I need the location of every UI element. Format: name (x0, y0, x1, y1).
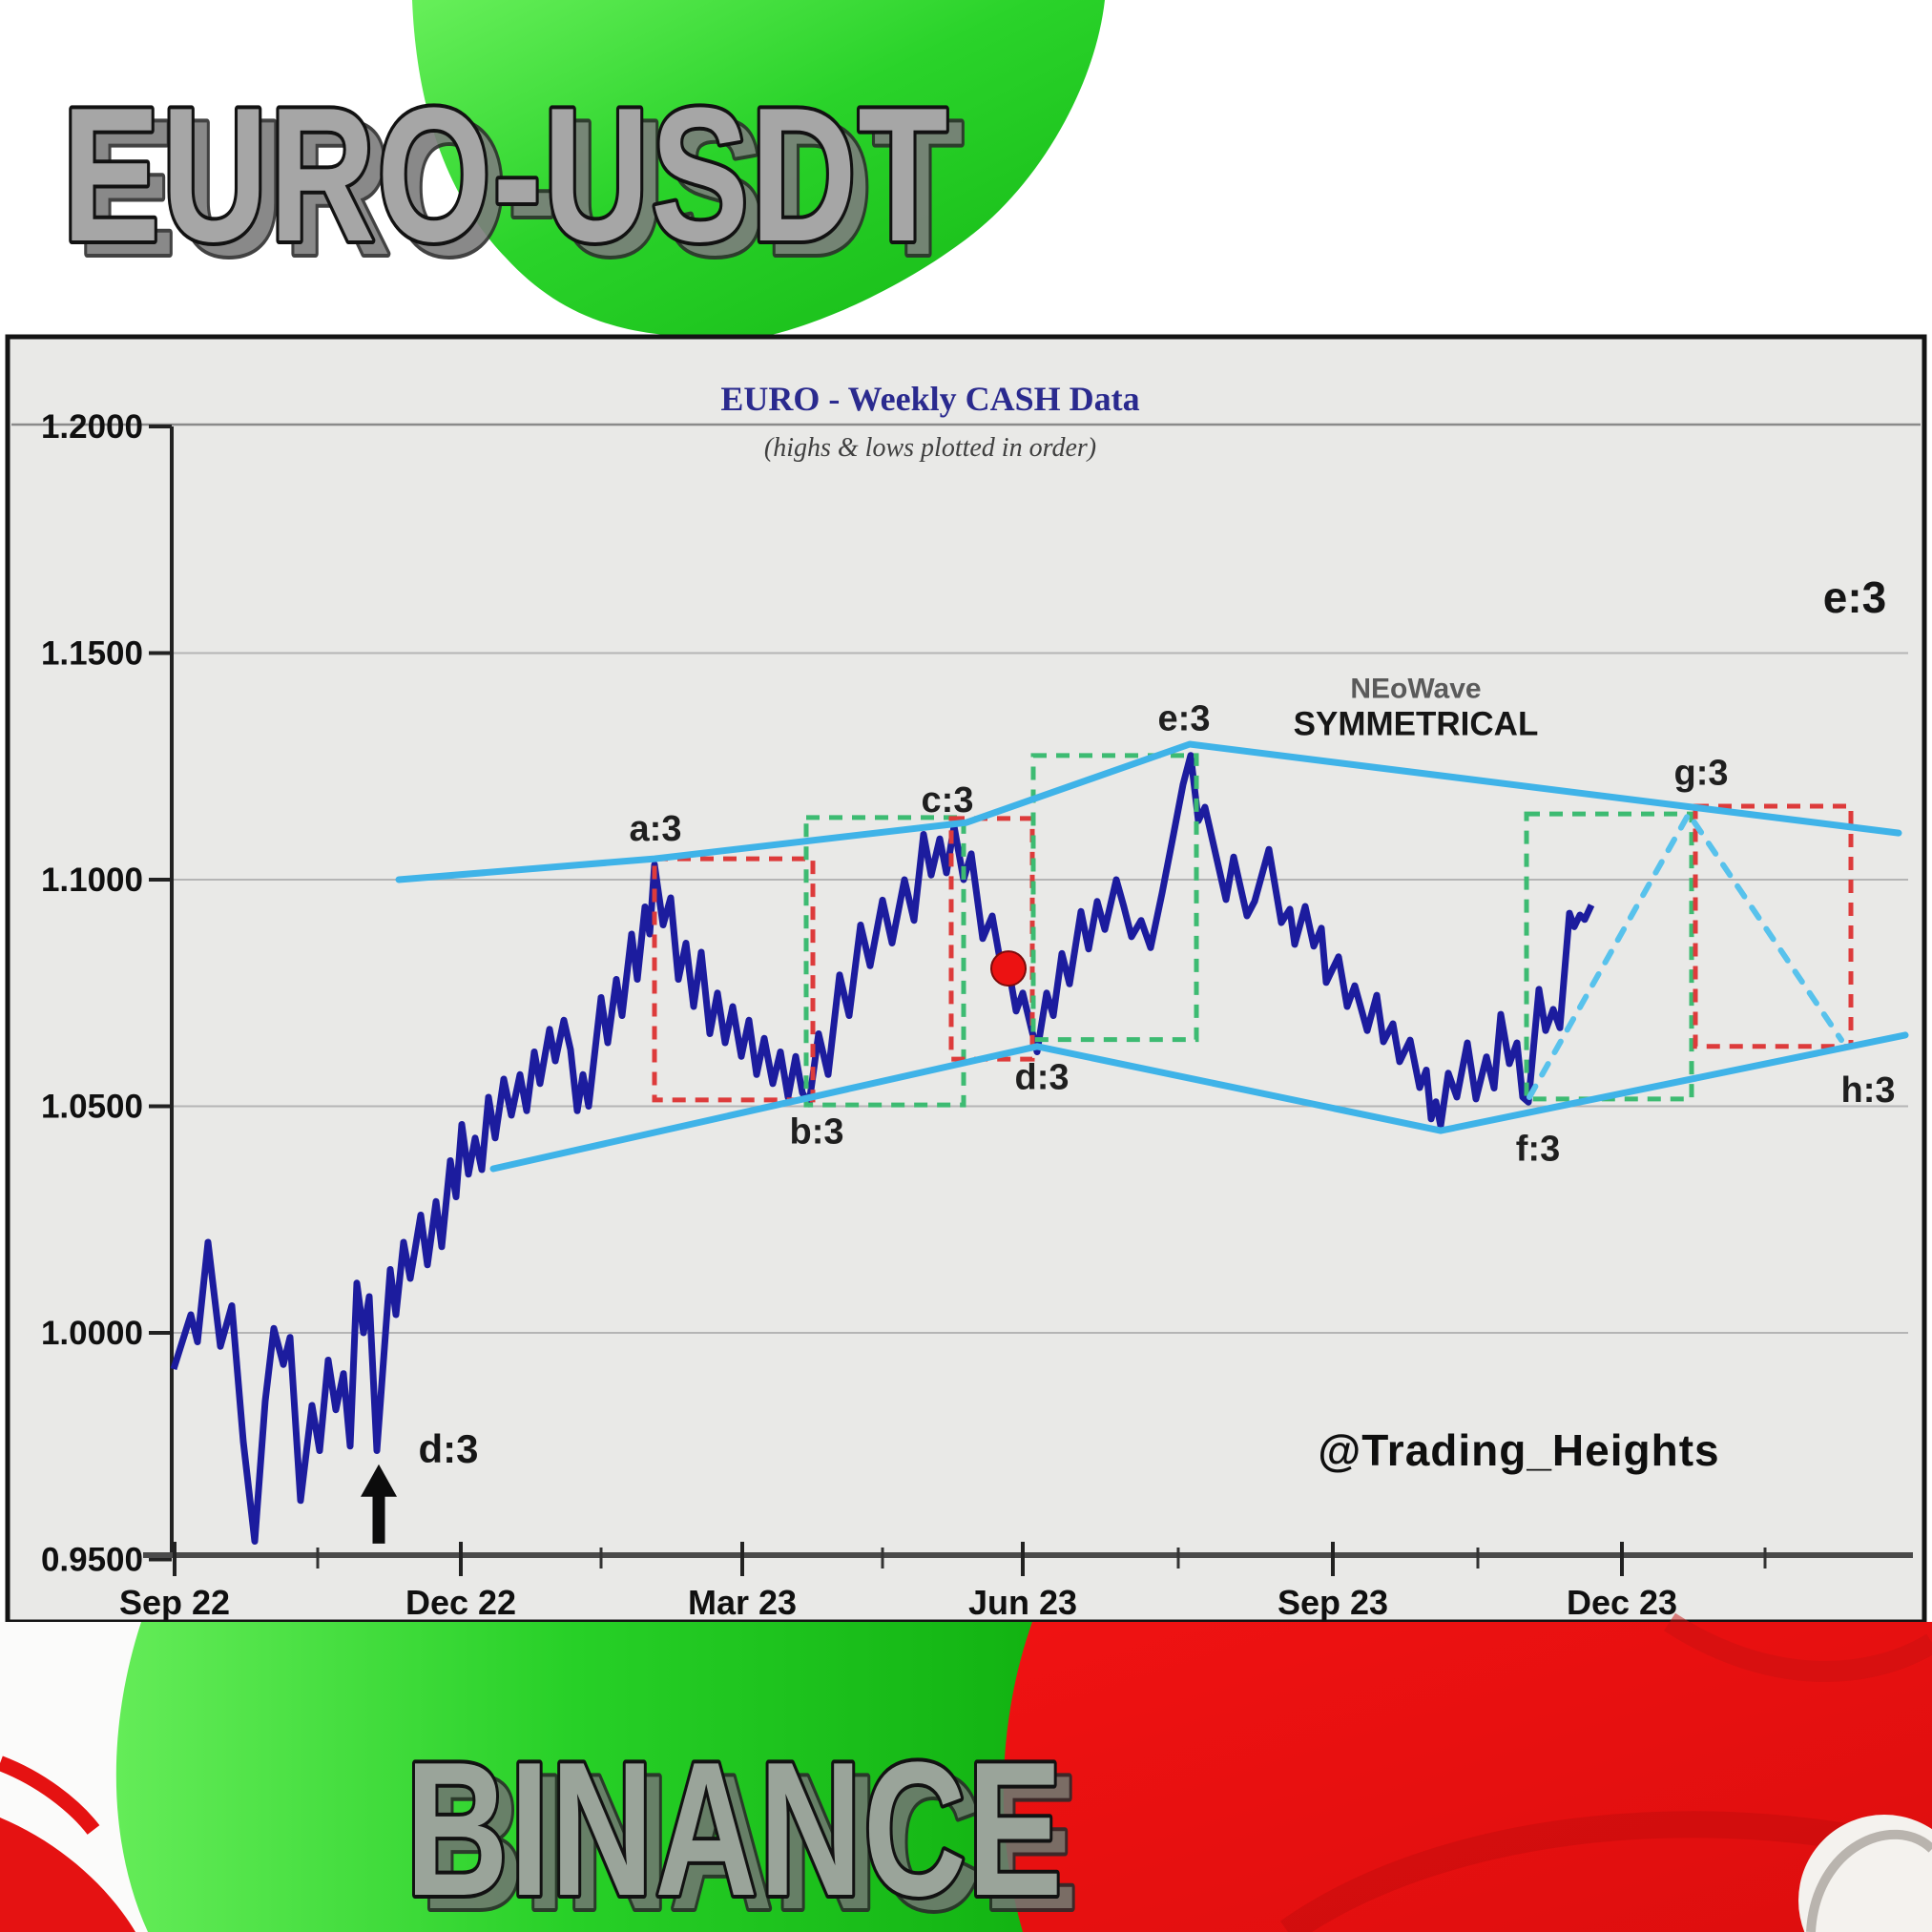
watermark: @Trading_Heights (1318, 1425, 1719, 1475)
wave-label: h:3 (1841, 1070, 1896, 1111)
page-title-shadow: EURO-USDT (77, 82, 965, 295)
page-title-main: EURO-USDT (62, 69, 949, 281)
red-wave-box (652, 856, 816, 1103)
upper-channel-line (395, 740, 1902, 883)
x-tick-label: Sep 23 (1278, 1583, 1388, 1622)
red-wave-box (1693, 803, 1854, 1049)
y-tick-label: 1.0000 (41, 1315, 143, 1352)
wave-label: e:3 (1158, 698, 1211, 738)
green-paint-blob-top (412, 0, 1105, 337)
footer-title: BINANCE BINANCE (402, 1719, 1081, 1932)
x-tick-label: Mar 23 (688, 1583, 797, 1622)
chart-panel: EURO - Weekly CASH Data (highs & lows pl… (5, 334, 1927, 1625)
x-tick-label: Sep 22 (119, 1583, 230, 1622)
up-arrow-head (361, 1464, 397, 1497)
red-paint-swirl-dark-2 (1664, 1612, 1932, 1682)
green-wave-box (803, 815, 966, 1108)
footer-section: BINANCE BINANCE (0, 1612, 1932, 1932)
green-wave-box (1030, 753, 1199, 1043)
y-tick-label: 1.1500 (41, 635, 143, 673)
chart-subtitle: (highs & lows plotted in order) (764, 433, 1096, 463)
y-tick-label: 1.1000 (41, 862, 143, 899)
wave-label: e:3 (1823, 572, 1886, 622)
y-tick-label: 0.9500 (41, 1542, 143, 1579)
wave-label: g:3 (1674, 753, 1729, 793)
x-tick-label: Dec 23 (1567, 1583, 1677, 1622)
red-dot (990, 950, 1027, 987)
wave-label: c:3 (922, 780, 974, 821)
wave-label: SYMMETRICAL (1294, 705, 1539, 742)
white-swirl-curl (1806, 1829, 1932, 1932)
red-paint-corner-left (0, 1818, 135, 1932)
y-tick-label: 1.0500 (41, 1089, 143, 1126)
red-paint-area (959, 1622, 1932, 1932)
wave-label: a:3 (630, 809, 682, 849)
projection-line (1527, 808, 1844, 1100)
footer-title-shadow: BINANCE (421, 1736, 1079, 1932)
chart-title: EURO - Weekly CASH Data (720, 380, 1139, 418)
wave-label: f:3 (1516, 1130, 1560, 1170)
x-tick-label: Jun 23 (968, 1583, 1077, 1622)
wave-label: b:3 (790, 1111, 844, 1152)
wave-label: d:3 (1015, 1057, 1070, 1097)
price-line (170, 752, 1595, 1545)
wave-label: d:3 (419, 1426, 479, 1471)
chart-panel-background (5, 334, 1927, 1625)
lower-channel-line (489, 1031, 1909, 1173)
y-tick-label: 1.2000 (41, 408, 143, 446)
white-swirl (1798, 1815, 1932, 1932)
wave-label: NEoWave (1350, 674, 1481, 705)
x-tick-label: Dec 22 (405, 1583, 516, 1622)
footer-title-main: BINANCE (405, 1723, 1064, 1932)
green-paint-blob-bottom (115, 1622, 1032, 1932)
header-section: EURO-USDT EURO-USDT (58, 0, 1105, 337)
red-paint-streak-left (0, 1755, 100, 1835)
page-title: EURO-USDT EURO-USDT (58, 65, 966, 299)
chart-plot-area: 1.2000 1.1500 1.1000 1.0500 1.0000 0.9500 Sep … (41, 408, 1913, 1622)
